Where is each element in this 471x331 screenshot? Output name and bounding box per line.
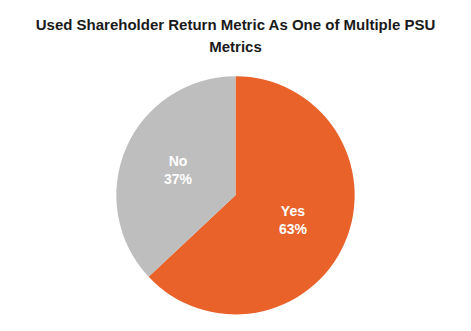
svg-text:Metrics: Metrics	[209, 38, 262, 55]
svg-text:37%: 37%	[164, 171, 193, 187]
svg-text:Yes: Yes	[281, 203, 305, 219]
svg-text:No: No	[169, 153, 188, 169]
svg-text:Used Shareholder Return Metric: Used Shareholder Return Metric As One of…	[36, 16, 436, 33]
svg-text:63%: 63%	[279, 221, 308, 237]
